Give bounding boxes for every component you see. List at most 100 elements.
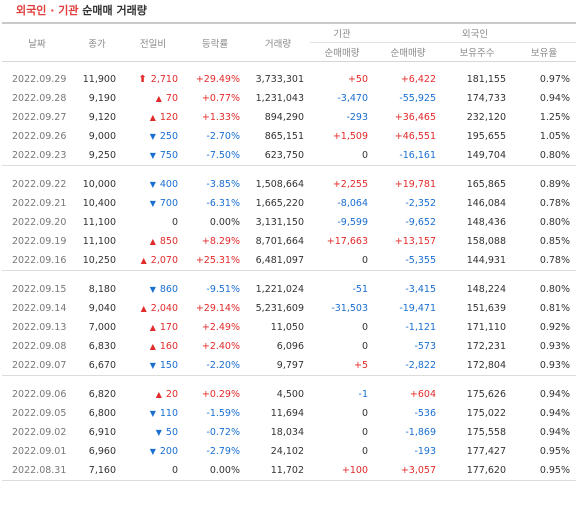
change-value: 20	[165, 389, 178, 400]
cell-volume: 9,797	[276, 360, 304, 371]
cell-change: ▼ 200	[122, 442, 184, 461]
group-separator	[2, 375, 577, 385]
cell-close: 11,100	[82, 236, 116, 247]
cell-foreign-ratio: 0.93%	[539, 360, 571, 371]
table-row: 2022.09.07 6,670 ▼ 150 -2.20% 9,797 +5 -2,822 17…	[2, 356, 576, 376]
cell-change: ⬆ 2,710	[122, 70, 184, 89]
change-value: 70	[165, 93, 178, 104]
change-value: 150	[159, 360, 178, 371]
cell-change: ▲ 70	[122, 89, 184, 108]
cell-foreign-net: -536	[414, 408, 436, 419]
cell-institution-net: 0	[361, 427, 368, 438]
cell-date: 2022.09.22	[12, 179, 67, 190]
cell-change: ▲ 160	[122, 337, 184, 356]
down-triangle-icon: ▼	[149, 180, 156, 189]
table-body: 2022.09.29 11,900 ⬆ 2,710 +29.49% 3,733,301 +5…	[2, 62, 577, 490]
down-triangle-icon: ▼	[149, 447, 156, 456]
cell-foreign-net: -1,121	[405, 322, 436, 333]
cell-date: 2022.09.01	[12, 446, 67, 457]
cell-foreign-net: -1,869	[405, 427, 436, 438]
cell-volume: 18,034	[270, 427, 304, 438]
cell-close: 11,100	[82, 217, 116, 228]
cell-foreign-ratio: 0.95%	[539, 465, 571, 476]
change-value: 0	[171, 465, 178, 476]
cell-foreign-ratio: 0.93%	[539, 341, 571, 352]
cell-foreign-ratio: 0.80%	[539, 150, 571, 161]
down-triangle-icon: ▼	[155, 428, 162, 437]
header-foreign-net: 순매매량	[374, 42, 442, 62]
cell-date: 2022.09.29	[12, 74, 67, 85]
cell-close: 9,250	[88, 150, 116, 161]
cell-date: 2022.09.15	[12, 284, 67, 295]
cell-date: 2022.09.13	[12, 322, 67, 333]
cell-close: 6,960	[88, 446, 116, 457]
table-row: 2022.09.05 6,800 ▼ 110 -1.59% 11,694 0 -536 175,…	[2, 404, 576, 423]
cell-rate: 0.00%	[209, 217, 240, 228]
cell-institution-net: 0	[361, 150, 368, 161]
cell-rate: +1.33%	[201, 112, 240, 123]
table-row: 2022.09.21 10,400 ▼ 700 -6.31% 1,665,220 -8,06…	[2, 194, 576, 213]
cell-foreign-holdings: 172,231	[466, 341, 506, 352]
change-value: 400	[159, 179, 178, 190]
cell-volume: 11,050	[270, 322, 304, 333]
cell-volume: 24,102	[270, 446, 304, 457]
cell-rate: +2.40%	[201, 341, 240, 352]
cell-institution-net: -1	[358, 389, 368, 400]
cell-institution-net: -51	[352, 284, 368, 295]
change-value: 0	[171, 217, 178, 228]
cell-rate: +0.29%	[201, 389, 240, 400]
header-foreign-group: 외국인	[374, 22, 577, 43]
cell-foreign-holdings: 151,639	[466, 303, 506, 314]
table-row: 2022.09.08 6,830 ▲ 160 +2.40% 6,096 0 -573 172,2…	[2, 337, 576, 356]
panel-title: 외국인 · 기관 순매매 거래량	[2, 0, 576, 22]
cell-rate: +25.31%	[195, 255, 240, 266]
change-value: 2,710	[150, 74, 178, 85]
cell-volume: 5,231,609	[255, 303, 304, 314]
cell-rate: -7.50%	[206, 150, 240, 161]
title-part2: 순매매 거래량	[82, 4, 147, 17]
cell-foreign-net: -2,822	[405, 360, 436, 371]
table-row: 2022.09.06 6,820 ▲ 20 +0.29% 4,500 -1 +604 175,6…	[2, 385, 576, 404]
cell-close: 6,800	[88, 408, 116, 419]
cell-foreign-holdings: 195,655	[466, 131, 506, 142]
cell-foreign-ratio: 1.25%	[539, 112, 571, 123]
cell-foreign-net: +36,465	[394, 112, 436, 123]
cell-volume: 894,290	[264, 112, 304, 123]
cell-volume: 11,702	[270, 465, 304, 476]
up-triangle-icon: ▲	[140, 256, 147, 265]
cell-close: 10,400	[82, 198, 116, 209]
cell-date: 2022.09.08	[12, 341, 67, 352]
cell-close: 10,000	[82, 179, 116, 190]
group-separator	[2, 62, 576, 71]
cell-change: ▲ 2,040	[122, 299, 184, 318]
cell-foreign-ratio: 0.94%	[539, 93, 571, 104]
cell-foreign-ratio: 0.94%	[539, 389, 571, 400]
cell-close: 11,900	[82, 74, 116, 85]
cell-date: 2022.09.19	[12, 236, 67, 247]
cell-volume: 3,131,150	[255, 217, 304, 228]
cell-foreign-holdings: 149,704	[466, 150, 506, 161]
cell-institution-net: -9,599	[337, 217, 368, 228]
cell-rate: -0.72%	[206, 427, 240, 438]
cell-rate: 0.00%	[209, 465, 240, 476]
cell-close: 9,040	[88, 303, 116, 314]
up-triangle-icon: ▲	[149, 342, 156, 351]
cell-foreign-holdings: 232,120	[466, 112, 506, 123]
cell-change: ▼ 860	[122, 280, 184, 299]
cell-volume: 4,500	[276, 389, 304, 400]
cell-institution-net: 0	[361, 341, 368, 352]
cell-institution-net: +2,255	[332, 179, 368, 190]
cell-change: ▲ 20	[122, 385, 184, 404]
down-triangle-icon: ▼	[149, 151, 156, 160]
table-row: 2022.09.15 8,180 ▼ 860 -9.51% 1,221,024 -51 -3,…	[2, 280, 576, 299]
cell-foreign-net: +6,422	[400, 74, 436, 85]
cell-change: ▼ 50	[122, 423, 184, 442]
down-triangle-icon: ▼	[149, 285, 156, 294]
cell-foreign-ratio: 0.80%	[539, 217, 571, 228]
cell-rate: -1.59%	[206, 408, 240, 419]
table-row: 2022.09.19 11,100 ▲ 850 +8.29% 8,701,664 +17,6…	[2, 232, 576, 251]
cell-foreign-net: +46,551	[394, 131, 436, 142]
down-triangle-icon: ▼	[149, 132, 156, 141]
table-row: 2022.09.02 6,910 ▼ 50 -0.72% 18,034 0 -1,869 175…	[2, 423, 576, 442]
header-change: 전일비	[122, 22, 184, 62]
